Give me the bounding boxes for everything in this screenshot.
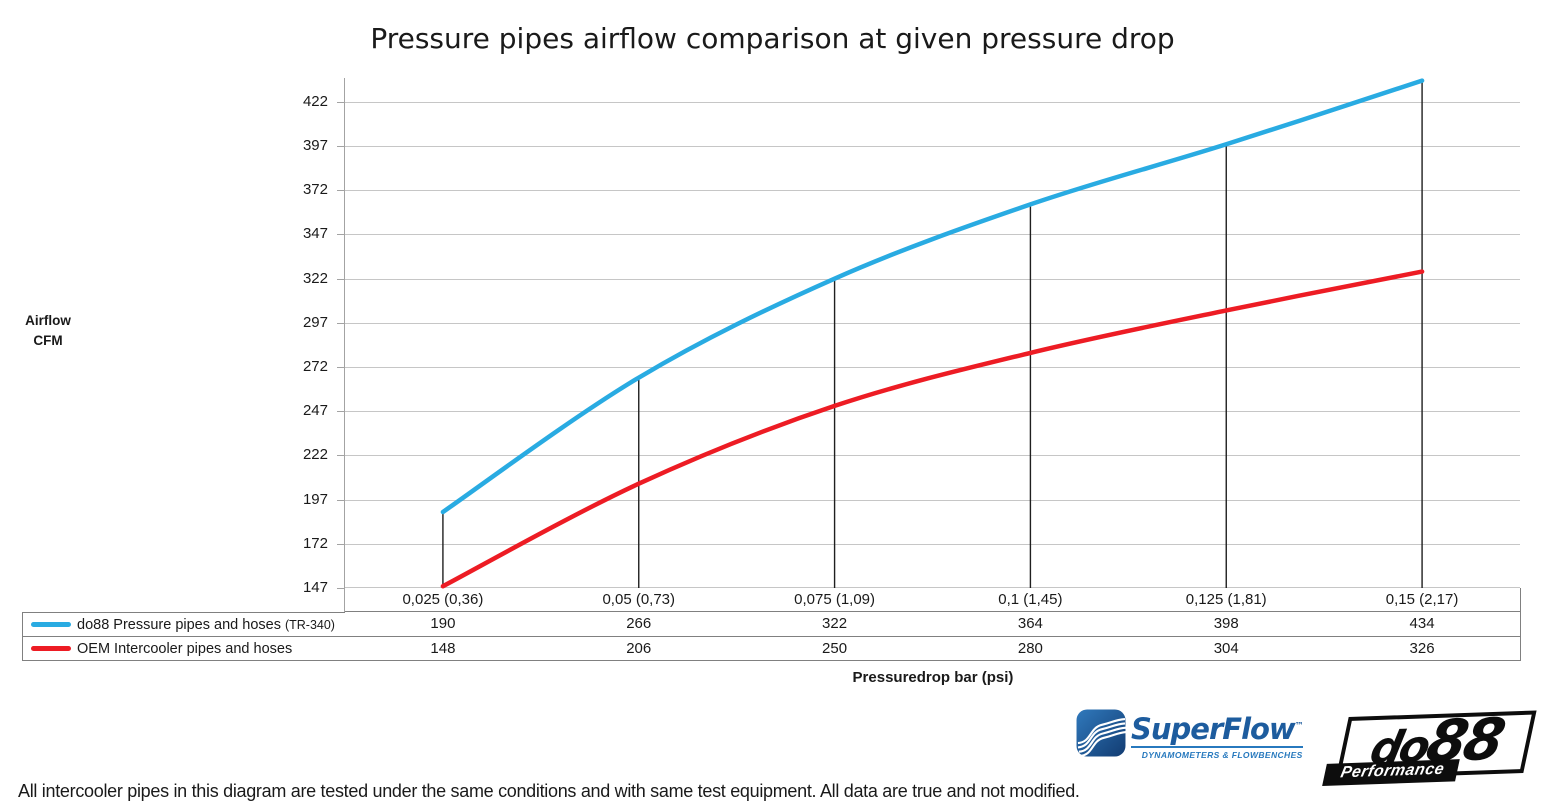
y-axis-title-line1: Airflow [25,313,71,328]
oem-line-swatch [31,646,71,651]
y-axis-line [344,78,345,612]
x-axis-label: 0,025 (0,36) [402,591,484,608]
value-cell: 266 [626,615,652,632]
legend-label-do88-suffix: (TR-340) [284,617,335,632]
gridline [345,146,1520,148]
y-tick-label: 272 [302,358,328,376]
y-tick-label: 297 [302,313,328,331]
do88-line-swatch [31,622,71,627]
value-cell: 190 [430,615,456,632]
y-tick-mark [337,190,345,192]
y-tick-label: 247 [302,402,328,420]
value-cell: 148 [430,640,456,657]
y-tick-label: 322 [302,269,328,287]
gridline [345,101,1520,103]
value-cell: 206 [626,640,652,657]
superflow-wordmark-block: SuperFlow™ DYNAMOMETERS & FLOWBENCHES [1131,709,1304,760]
y-tick-label: 222 [302,446,328,464]
y-tick-mark [337,543,345,545]
do88-tagline: Performance [1322,759,1461,786]
y-tick-mark [337,101,345,103]
series-line-do88 [440,78,1425,515]
y-tick-mark [337,278,345,280]
x-axis-label: 0,125 (1,81) [1185,591,1267,608]
series-line-oem [440,269,1425,589]
series-lines [440,78,1425,589]
y-tick-label: 172 [302,534,328,552]
x-axis-label: 0,075 (1,09) [794,591,876,608]
y-tick-mark [337,588,345,589]
legend-row-oem: OEM Intercooler pipes and hoses [23,637,345,660]
gridline [345,322,1520,324]
trademark-symbol: ™ [1294,721,1304,731]
y-tick-label: 147 [302,579,328,596]
value-cell: 250 [822,640,848,657]
y-tick-label: 422 [302,92,328,110]
x-axis-label: 0,1 (1,45) [998,591,1063,608]
superflow-wordmark: SuperFlow™ [1131,711,1304,746]
y-tick-mark [337,455,345,457]
x-axis-label: 0,15 (2,17) [1385,591,1459,608]
y-axis-title: Airflow CFM [8,311,88,351]
plot-area [345,78,1520,589]
x-axis-title: Pressuredrop bar (psi) [852,669,1014,686]
gridline [345,367,1520,369]
chart-title: Pressure pipes airflow comparison at giv… [370,22,1175,55]
y-tick-mark [337,322,345,324]
y-axis-title-line2: CFM [33,333,63,348]
y-tick-label: 197 [302,490,328,508]
value-cell: 434 [1409,615,1435,632]
gridline [345,234,1520,236]
y-tick-label: 347 [302,225,328,243]
value-cell: 280 [1017,640,1043,657]
legend-label-oem: OEM Intercooler pipes and hoses [77,640,293,657]
x-axis-labels-row: 0,025 (0,36) 0,05 (0,73) 0,075 (1,09) 0,1 (… [345,588,1521,612]
y-axis-tick-labels: 147 172 197 222 247 272 297 322 347 372 397 422 [130,0,328,700]
gridline [345,543,1520,545]
value-cell: 364 [1017,615,1043,632]
legend-table: do88 Pressure pipes and hoses (TR-340) O… [22,612,345,661]
superflow-logo: SuperFlow™ DYNAMOMETERS & FLOWBENCHES [1076,709,1304,762]
x-axis-label: 0,05 (0,73) [602,591,676,608]
table-row-oem-values: 148 206 250 280 304 326 [345,637,1521,661]
gridline [345,587,1520,588]
gridline [345,278,1520,280]
gridline [345,411,1520,413]
superflow-icon [1076,709,1127,762]
footer-note: All intercooler pipes in this diagram ar… [18,781,1080,801]
value-cell: 322 [822,615,848,632]
superflow-tagline: DYNAMOMETERS & FLOWBENCHES [1131,745,1303,760]
do88-logo: do88 Performance [1322,706,1537,786]
y-tick-mark [337,234,345,236]
value-cell: 326 [1409,640,1435,657]
y-tick-mark [337,499,345,501]
gridline [345,499,1520,501]
gridline [345,455,1520,457]
value-cell: 398 [1213,615,1239,632]
value-cell: 304 [1213,640,1239,657]
y-tick-label: 372 [302,181,328,199]
table-row-do88-values: 190 266 322 364 398 434 [345,612,1521,637]
legend-label-do88: do88 Pressure pipes and hoses [77,616,281,633]
y-tick-mark [337,367,345,369]
gridline [345,190,1520,192]
y-tick-mark [337,411,345,413]
y-tick-mark [337,146,345,148]
y-tick-label: 397 [302,137,328,155]
legend-row-do88: do88 Pressure pipes and hoses (TR-340) [23,613,345,637]
